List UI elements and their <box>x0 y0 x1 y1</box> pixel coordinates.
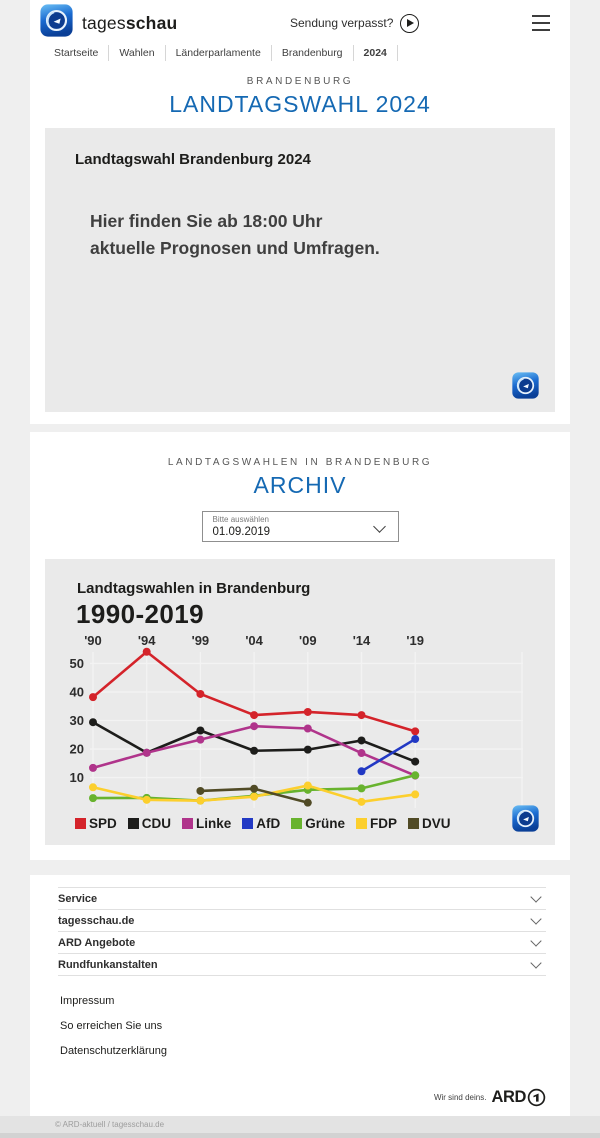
chart-title: Landtagswahlen in Brandenburg <box>77 580 311 597</box>
legend-item-spd: SPD <box>75 816 117 831</box>
accordion-ard-angebote[interactable]: ARD Angebote <box>58 931 546 953</box>
chart-legend: SPD CDU Linke AfD Grüne FDP DVU <box>75 816 555 831</box>
sendung-verpasst-label: Sendung verpasst? <box>289 16 394 30</box>
footer-link-impressum[interactable]: Impressum <box>60 994 115 1007</box>
svg-text:'04: '04 <box>245 633 263 648</box>
copyright-bar: © ARD-aktuell / tagesschau.de <box>0 1116 600 1133</box>
legend-item-afd: AfD <box>242 816 280 831</box>
copyright-text: © ARD-aktuell / tagesschau.de <box>55 1120 165 1129</box>
election-section-card: tagesschau Sendung verpasst? Startseite W… <box>30 0 570 424</box>
legend-item-dvu: DVU <box>408 816 451 831</box>
ard-globe-icon <box>512 805 539 832</box>
archive-date-select[interactable]: Bitte auswählen 01.09.2019 <box>201 511 399 542</box>
ard-wordmark: ARD <box>491 1088 526 1106</box>
menu-button[interactable] <box>531 11 550 36</box>
svg-text:'19: '19 <box>406 633 424 648</box>
breadcrumb-item-wahlen[interactable]: Wahlen <box>109 45 166 61</box>
breadcrumb-item-brandenburg[interactable]: Brandenburg <box>272 45 354 61</box>
chevron-down-icon <box>530 957 542 969</box>
election-teaser-box: Landtagswahl Brandenburg 2024 Hier finde… <box>45 128 555 412</box>
legend-item-cdu: CDU <box>127 816 171 831</box>
accordion-label: Service <box>58 892 98 905</box>
archive-section-card: LANDTAGSWAHLEN IN BRANDENBURG ARCHIV Bit… <box>30 432 570 860</box>
chart-subtitle: 1990-2019 <box>76 599 204 629</box>
play-icon[interactable] <box>400 13 420 33</box>
legend-item-fdp: FDP <box>356 816 397 831</box>
ard-globe-icon <box>512 372 539 399</box>
ard-one-icon <box>527 1088 546 1107</box>
legend-swatch <box>242 818 254 829</box>
play-triangle-icon <box>407 19 415 27</box>
ard-globe-icon <box>40 4 73 42</box>
legend-swatch <box>356 818 368 829</box>
sendung-verpasst-link[interactable]: Sendung verpasst? <box>289 13 420 33</box>
svg-text:10: 10 <box>70 770 84 785</box>
footer-link-datenschutzerkl-rung[interactable]: Datenschutzerklärung <box>60 1044 168 1057</box>
footer-links: Impressum So erreichen Sie uns Datenschutz… <box>60 988 546 1063</box>
legend-item-gr-ne: Grüne <box>291 816 345 831</box>
legend-swatch <box>408 818 420 829</box>
footer-accordion: Service tagesschau.de ARD Angebote Rundfunk… <box>58 887 546 976</box>
legend-swatch <box>75 818 86 829</box>
site-header: tagesschau Sendung verpasst? <box>30 0 570 44</box>
breadcrumb-item-l-nderparlamente[interactable]: Länderparlamente <box>166 45 272 61</box>
footer-link-so-erreichen-sie-uns[interactable]: So erreichen Sie uns <box>60 1019 163 1032</box>
accordion-label: ARD Angebote <box>58 936 136 949</box>
svg-text:30: 30 <box>70 713 84 728</box>
svg-text:'09: '09 <box>299 633 317 648</box>
svg-text:'90: '90 <box>84 633 102 648</box>
breadcrumb: Startseite Wahlen Länderparlamente Brandenb… <box>30 44 570 67</box>
accordion-label: tagesschau.de <box>58 914 135 927</box>
election-kicker: BRANDENBURG <box>246 76 354 87</box>
legend-item-linke: Linke <box>182 816 231 831</box>
legend-swatch <box>291 818 303 829</box>
tagesschau-logo[interactable]: tagesschau <box>40 4 177 42</box>
teaser-text: Hier finden Sie ab 18:00 Uhr aktuelle Pr… <box>90 211 380 258</box>
accordion-rundfunkanstalten[interactable]: Rundfunkanstalten <box>58 953 546 976</box>
accordion-label: Rundfunkanstalten <box>58 958 158 971</box>
svg-text:50: 50 <box>70 656 84 671</box>
breadcrumb-item-startseite[interactable]: Startseite <box>44 45 110 61</box>
select-label: Bitte auswählen <box>212 515 269 524</box>
svg-text:20: 20 <box>70 742 84 757</box>
teaser-title: Landtagswahl Brandenburg 2024 <box>75 151 311 168</box>
svg-text:40: 40 <box>70 684 84 699</box>
election-title: LANDTAGSWAHL 2024 <box>169 91 431 117</box>
breadcrumb-item-2024[interactable]: 2024 <box>354 45 398 61</box>
bottom-strip <box>0 1133 600 1138</box>
select-value: 01.09.2019 <box>212 526 271 538</box>
footer-card: Service tagesschau.de ARD Angebote Rundfunk… <box>30 875 570 1116</box>
svg-text:'14: '14 <box>353 633 371 648</box>
chevron-down-icon <box>530 913 542 925</box>
ard-tagline: Wir sind deins. <box>433 1093 487 1102</box>
accordion-service[interactable]: Service <box>58 887 546 909</box>
accordion-tagesschau-de[interactable]: tagesschau.de <box>58 909 546 931</box>
archive-kicker: LANDTAGSWAHLEN IN BRANDENBURG <box>167 457 433 468</box>
chevron-down-icon <box>530 935 542 947</box>
svg-text:'94: '94 <box>138 633 156 648</box>
ard-brand: Wir sind deins. ARD <box>434 1088 546 1107</box>
election-history-chart: Landtagswahlen in Brandenburg 1990-2019 … <box>45 559 555 845</box>
line-chart: 10 20 30 40 50'90 '94 '99 '04 '09 '14 '19 <box>70 633 523 808</box>
svg-text:'99: '99 <box>192 633 210 648</box>
archive-title: ARCHIV <box>253 472 347 498</box>
chevron-down-icon <box>530 891 542 903</box>
legend-swatch <box>127 818 139 829</box>
legend-swatch <box>182 818 194 829</box>
tagesschau-wordmark: tagesschau <box>82 12 178 33</box>
